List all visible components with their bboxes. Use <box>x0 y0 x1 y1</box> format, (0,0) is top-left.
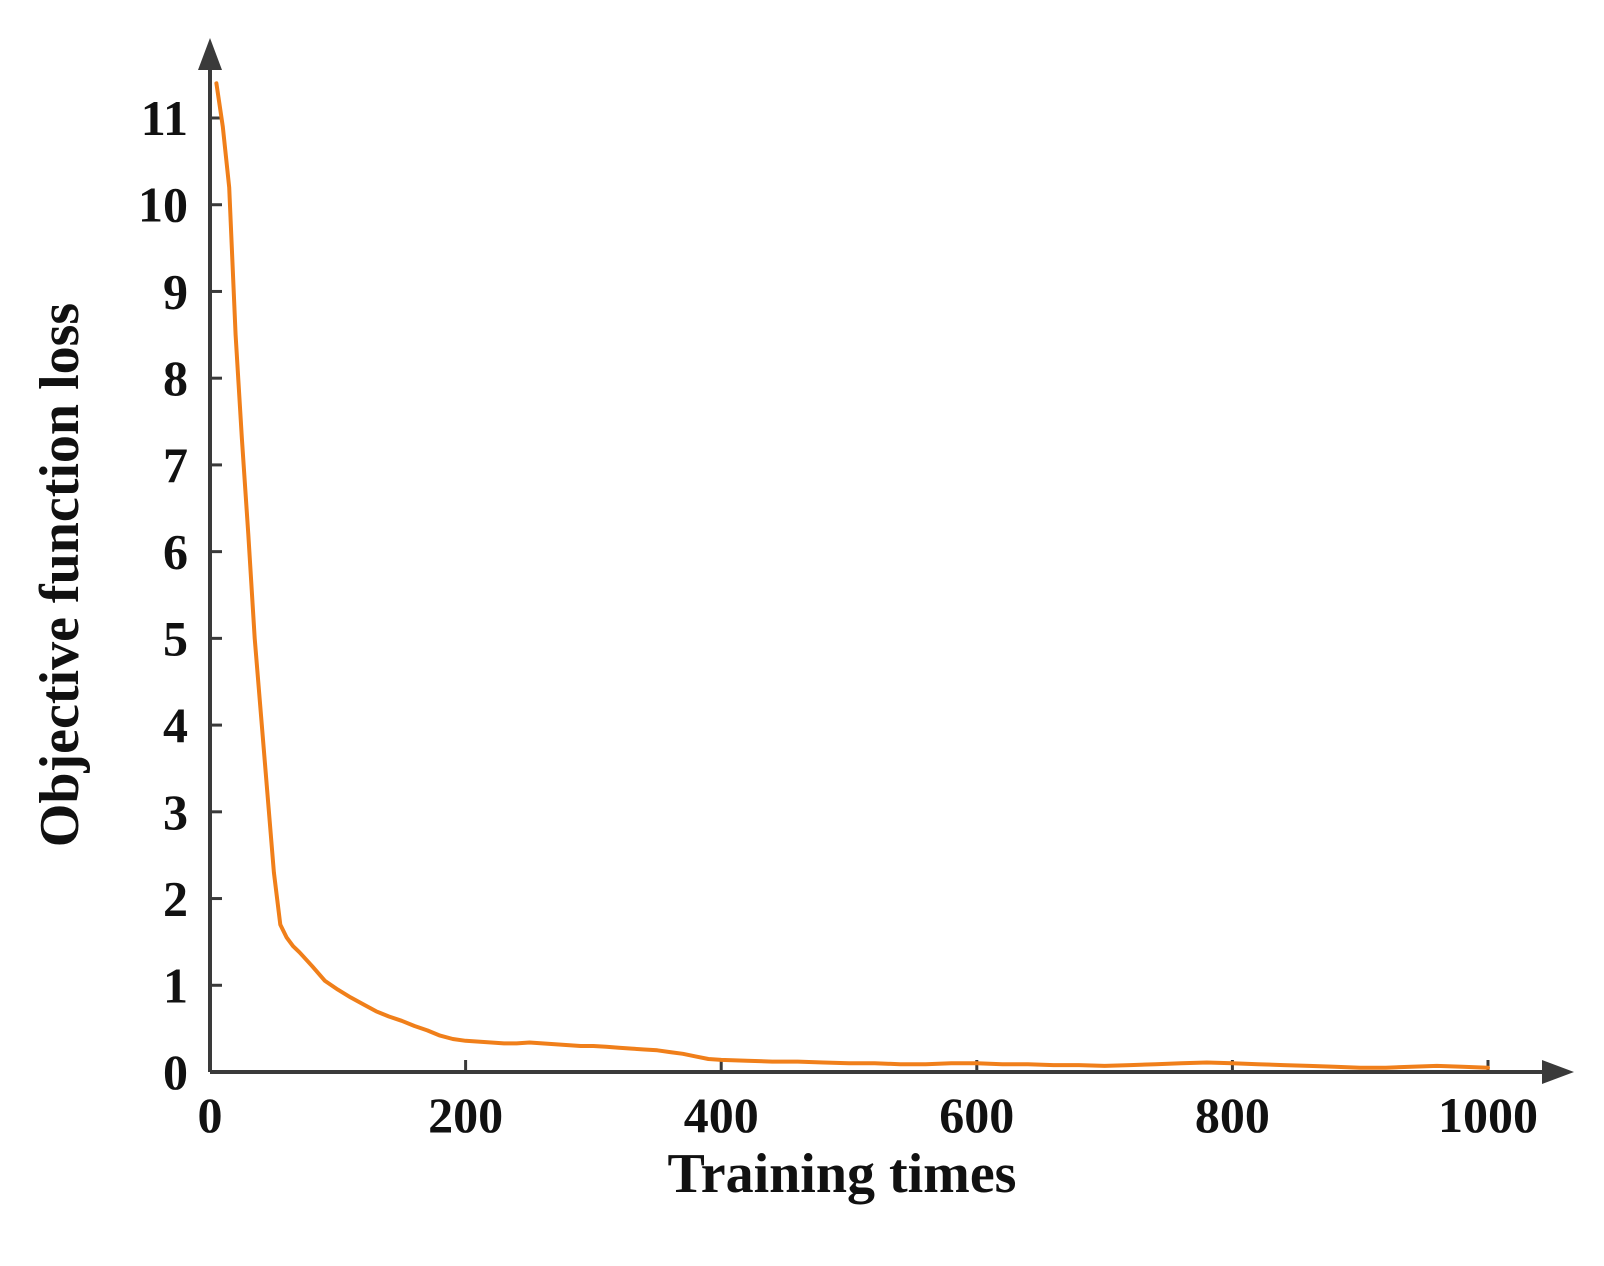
x-axis-title: Training times <box>668 1143 1017 1205</box>
x-axis-arrow <box>1542 1060 1574 1084</box>
y-tick-label: 5 <box>163 610 188 666</box>
x-tick-label: 0 <box>198 1087 223 1143</box>
y-tick-label: 4 <box>163 697 188 753</box>
y-tick-label: 8 <box>163 350 188 406</box>
y-tick-label: 6 <box>163 524 188 580</box>
y-axis-title: Objective function loss <box>29 303 91 847</box>
x-tick-label: 800 <box>1195 1087 1270 1143</box>
x-tick-label: 600 <box>939 1087 1014 1143</box>
y-tick-label: 2 <box>163 871 188 927</box>
x-tick-label: 400 <box>684 1087 759 1143</box>
series-group <box>214 81 1490 1070</box>
axes <box>198 38 1574 1084</box>
y-tick-label: 7 <box>163 437 188 493</box>
y-tick-label: 1 <box>163 957 188 1013</box>
series-line <box>214 81 1490 1070</box>
y-axis-ticks: 0 1 2 3 4 5 6 7 8 9 10 11 <box>138 90 222 1100</box>
y-tick-label: 0 <box>163 1044 188 1100</box>
y-tick-label: 11 <box>141 90 188 146</box>
y-tick-label: 9 <box>163 263 188 319</box>
x-tick-label: 1000 <box>1438 1087 1538 1143</box>
x-axis-ticks: 0 200 400 600 800 1000 <box>198 1060 1538 1143</box>
y-axis-arrow <box>198 38 222 70</box>
y-tick-label: 10 <box>138 177 188 233</box>
x-tick-label: 200 <box>428 1087 503 1143</box>
y-tick-label: 3 <box>163 784 188 840</box>
